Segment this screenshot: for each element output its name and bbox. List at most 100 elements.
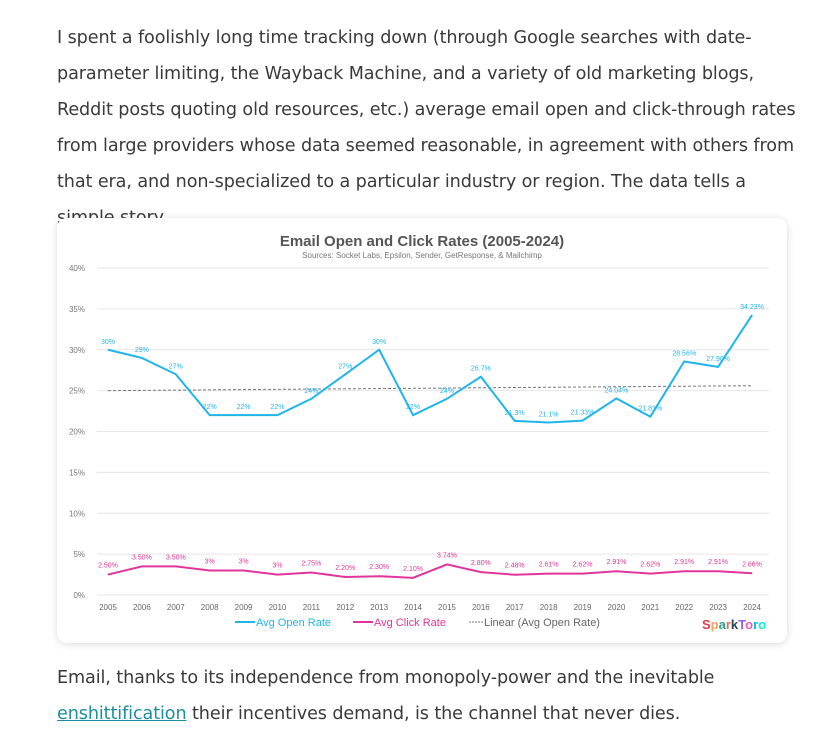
data-label: 2.10% xyxy=(403,566,423,573)
data-label: 2.61% xyxy=(539,562,559,569)
data-point xyxy=(446,563,448,565)
data-point xyxy=(615,570,617,572)
data-label: 27% xyxy=(338,363,352,370)
data-point xyxy=(310,398,312,400)
data-label: 27.90% xyxy=(706,356,730,363)
data-point xyxy=(582,573,584,575)
data-label: 21.81% xyxy=(638,406,662,413)
enshittification-link[interactable]: enshittification xyxy=(57,704,187,724)
x-tick-label: 2017 xyxy=(506,603,524,612)
data-point xyxy=(615,397,617,399)
x-tick-label: 2019 xyxy=(574,603,592,612)
x-tick-label: 2013 xyxy=(370,603,388,612)
data-point xyxy=(649,573,651,575)
data-label: 29% xyxy=(135,347,149,354)
x-tick-label: 2014 xyxy=(404,603,422,612)
data-label: 2.80% xyxy=(471,560,491,567)
data-label: 22% xyxy=(203,404,217,411)
data-point xyxy=(412,414,414,416)
legend-label: Linear (Avg Open Rate) xyxy=(484,617,600,629)
data-point xyxy=(717,570,719,572)
sparktoro-logo: SparkToro xyxy=(702,617,766,632)
paragraph-text: their incentives demand, is the channel … xyxy=(186,704,681,724)
x-tick-label: 2023 xyxy=(709,603,727,612)
data-label: 30% xyxy=(372,339,386,346)
data-point xyxy=(717,366,719,368)
data-label: 22% xyxy=(237,404,251,411)
data-point xyxy=(649,416,651,418)
x-tick-label: 2024 xyxy=(743,603,761,612)
data-label: 22% xyxy=(406,404,420,411)
data-point xyxy=(243,569,245,571)
conclusion-paragraph: Email, thanks to its independence from m… xyxy=(57,660,797,732)
x-tick-label: 2021 xyxy=(641,603,659,612)
data-point xyxy=(378,349,380,351)
x-tick-label: 2012 xyxy=(336,603,354,612)
data-label: 24% xyxy=(304,388,318,395)
x-tick-label: 2005 xyxy=(99,603,117,612)
data-label: 2.50% xyxy=(98,563,118,570)
email-rates-chart: Email Open and Click Rates (2005-2024)So… xyxy=(69,233,769,632)
x-tick-label: 2007 xyxy=(167,603,185,612)
data-point xyxy=(175,565,177,567)
data-point xyxy=(276,574,278,576)
data-label: 2.62% xyxy=(573,562,593,569)
data-label: 3% xyxy=(205,558,215,565)
chart-card: Email Open and Click Rates (2005-2024) So… xyxy=(57,218,787,643)
x-tick-label: 2011 xyxy=(303,603,321,612)
data-point xyxy=(446,398,448,400)
data-point xyxy=(276,414,278,416)
data-point xyxy=(480,376,482,378)
x-tick-label: 2008 xyxy=(201,603,219,612)
data-label: 2.20% xyxy=(335,565,355,572)
data-point xyxy=(751,572,753,574)
x-tick-label: 2022 xyxy=(675,603,693,612)
series-line-click xyxy=(107,563,753,579)
data-point xyxy=(209,569,211,571)
data-label: 2.91% xyxy=(674,559,694,566)
data-point xyxy=(141,565,143,567)
data-point xyxy=(243,414,245,416)
data-point xyxy=(344,576,346,578)
x-tick-label: 2009 xyxy=(235,603,253,612)
chart-title: Email Open and Click Rates (2005-2024) xyxy=(280,233,564,250)
data-label: 27% xyxy=(169,363,183,370)
data-point xyxy=(310,572,312,574)
data-label: 3.50% xyxy=(132,554,152,561)
data-point xyxy=(751,314,753,316)
data-label: 28.56% xyxy=(672,351,696,358)
data-label: 2.48% xyxy=(505,563,525,570)
data-point xyxy=(548,422,550,424)
data-point xyxy=(175,373,177,375)
data-point xyxy=(209,414,211,416)
data-point xyxy=(412,577,414,579)
data-label: 3% xyxy=(272,563,282,570)
data-point xyxy=(480,571,482,573)
data-label: 21.1% xyxy=(539,412,559,419)
x-tick-label: 2016 xyxy=(472,603,490,612)
data-label: 2.75% xyxy=(301,561,321,568)
data-point xyxy=(107,574,109,576)
legend-label: Avg Open Rate xyxy=(256,617,331,629)
data-label: 3.74% xyxy=(437,552,457,559)
y-tick-label: 5% xyxy=(73,550,85,559)
data-label: 2.66% xyxy=(742,561,762,568)
data-point xyxy=(548,573,550,575)
data-label: 26.7% xyxy=(471,366,491,373)
data-label: 2.91% xyxy=(606,559,626,566)
data-point xyxy=(107,349,109,351)
data-label: 3% xyxy=(239,558,249,565)
data-label: 24.04% xyxy=(605,387,629,394)
data-label: 2.91% xyxy=(708,559,728,566)
x-tick-label: 2010 xyxy=(269,603,287,612)
data-label: 24% xyxy=(440,388,454,395)
data-label: 22% xyxy=(270,404,284,411)
intro-paragraph: I spent a foolishly long time tracking d… xyxy=(57,28,796,228)
y-tick-label: 15% xyxy=(69,468,85,477)
data-point xyxy=(683,361,685,363)
y-tick-label: 40% xyxy=(69,264,85,273)
data-point xyxy=(141,357,143,359)
data-label: 3.50% xyxy=(166,554,186,561)
data-label: 2.30% xyxy=(369,564,389,571)
x-tick-label: 2018 xyxy=(540,603,558,612)
